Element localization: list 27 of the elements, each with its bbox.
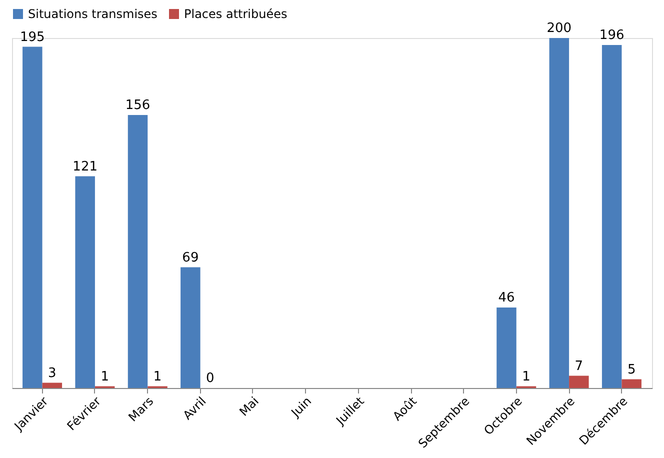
data-label: 1 [153,369,162,384]
bar [549,38,570,388]
bar [75,176,95,388]
data-label: 156 [125,98,150,113]
data-label: 3 [48,366,56,381]
bar [180,267,200,388]
data-label: 5 [627,362,636,378]
data-label: 46 [498,290,515,306]
bar [42,382,62,388]
data-label: 1 [100,369,109,384]
legend-label: Situations transmises [28,7,158,21]
data-label: 69 [182,250,199,266]
bar [602,45,622,388]
data-label: 196 [599,28,624,43]
bar [496,308,516,388]
data-label: 200 [546,21,572,36]
data-label: 121 [72,159,98,174]
bar [128,115,148,388]
data-label: 0 [206,371,214,386]
bar [22,46,42,388]
legend-label: Places attribuées [184,7,288,21]
data-label: 7 [574,358,584,374]
bar [569,376,589,388]
data-label: 195 [20,30,45,45]
data-label: 1 [522,369,530,384]
bar [622,379,642,388]
x-tick-label: Mai [236,394,262,419]
